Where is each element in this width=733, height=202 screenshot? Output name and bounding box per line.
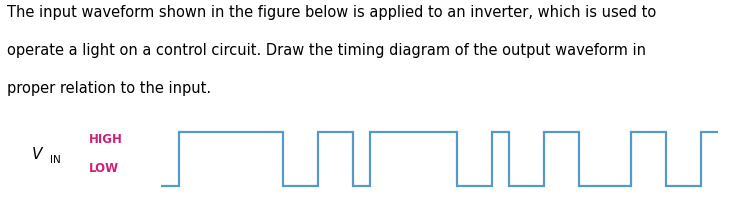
Text: V: V [32, 146, 43, 162]
Text: proper relation to the input.: proper relation to the input. [7, 81, 211, 96]
Text: HIGH: HIGH [89, 133, 122, 146]
Text: operate a light on a control circuit. Draw the timing diagram of the output wave: operate a light on a control circuit. Dr… [7, 43, 647, 58]
Text: IN: IN [50, 155, 61, 165]
Text: LOW: LOW [89, 162, 119, 175]
Text: The input waveform shown in the figure below is applied to an inverter, which is: The input waveform shown in the figure b… [7, 4, 657, 20]
